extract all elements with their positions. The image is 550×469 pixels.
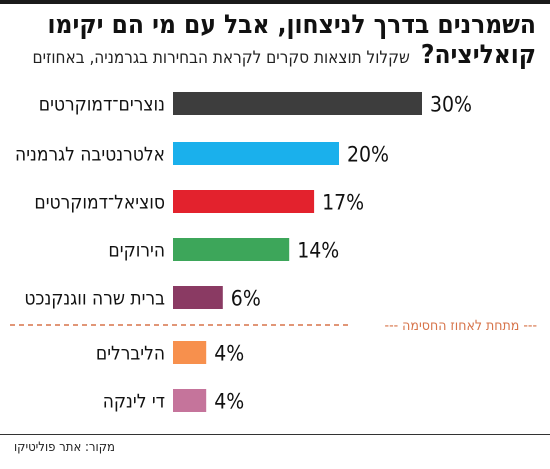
chart-subtitle: שקלול תוצאות סקרים לקראת הבחירות בגרמניה…: [32, 48, 410, 68]
threshold-label: --- מתחת לאחוז החסימה ---: [385, 318, 537, 334]
category-label: הירוקים: [108, 240, 165, 262]
title-subtitle-row: קואליציה? שקלול תוצאות סקרים לקראת הבחיר…: [6, 40, 537, 70]
bar: [173, 341, 207, 364]
category-label: די לינקה: [103, 391, 165, 413]
bar: [173, 142, 339, 165]
value-label: 14%: [297, 239, 339, 263]
top-rule: [0, 0, 550, 4]
bar: [173, 190, 315, 213]
chart-title-line1: השמרנים בדרך לניצחון, אבל עם מי הם יקימו: [47, 10, 536, 40]
category-label: נוצרים־דמוקרטים: [39, 94, 165, 116]
value-label: 4%: [214, 390, 244, 414]
category-label: סוציאל־דמוקרטים: [34, 192, 165, 214]
value-label: 30%: [430, 93, 472, 117]
category-label: אלטרנטיבה לגרמניה: [15, 144, 165, 166]
source-note: מקור: אתר פוליטיקו: [14, 440, 115, 455]
value-label: 4%: [214, 342, 244, 366]
chart-title-line2: קואליציה?: [420, 40, 536, 70]
bottom-rule: [0, 434, 550, 435]
value-label: 17%: [322, 191, 364, 215]
bar: [173, 92, 422, 115]
value-label: 20%: [347, 143, 389, 167]
bar: [173, 389, 207, 412]
value-label: 6%: [231, 287, 261, 311]
bar: [173, 238, 290, 261]
category-label: הליברלים: [96, 343, 165, 365]
bar: [173, 286, 223, 309]
category-label: ברית שרה ווגנקנכט: [24, 288, 165, 310]
